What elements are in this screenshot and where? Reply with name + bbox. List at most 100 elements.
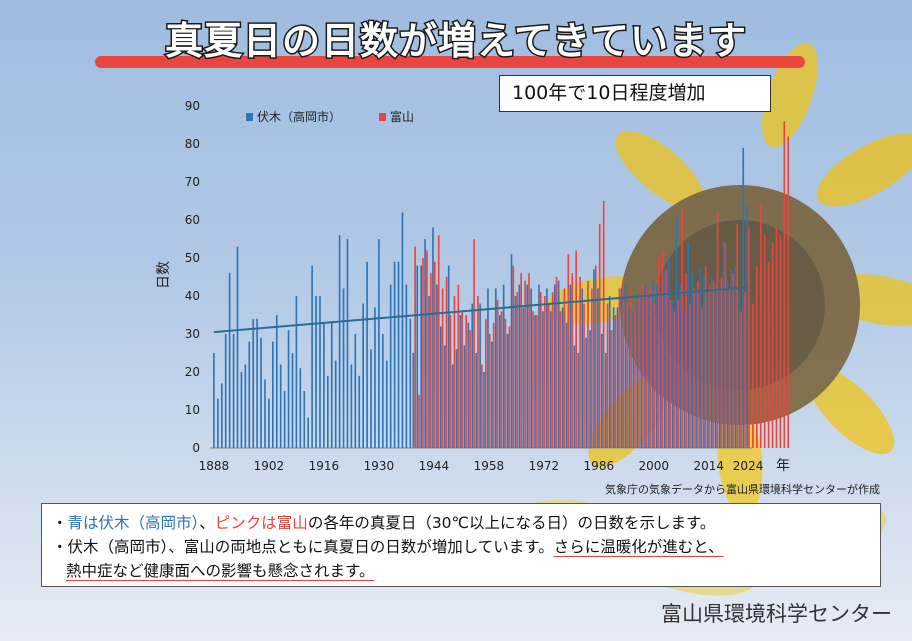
bar-fushiki <box>616 307 619 448</box>
legend-swatch <box>246 113 253 121</box>
bar-fushiki <box>366 261 368 448</box>
bar-fushiki <box>467 322 470 448</box>
x-axis-label: 年 <box>776 458 790 474</box>
bar-toyama <box>500 311 503 448</box>
bar-fushiki <box>299 368 302 448</box>
bar-fushiki <box>248 341 251 448</box>
bar-fushiki <box>291 353 294 448</box>
x-axis: 1888 1902 1916 1930 1944 1958 1972 1986 2000 2014… <box>199 459 764 473</box>
bar-fushiki <box>652 280 654 448</box>
bar-toyama <box>779 235 782 448</box>
note-text: の各年の真夏日（30℃以上になる日）の日数を示します。 <box>307 514 716 532</box>
bar-fushiki <box>268 398 270 448</box>
note-pink-legend: ピンクは富山 <box>214 514 308 532</box>
bar-fushiki <box>549 311 552 448</box>
y-tick-label: 70 <box>185 175 200 189</box>
bar-fushiki <box>224 334 227 448</box>
bar-toyama <box>575 250 577 448</box>
x-tick-label: 1902 <box>254 459 285 473</box>
bar-fushiki <box>585 337 587 448</box>
bar-toyama <box>473 239 475 448</box>
note-warning: さらに温暖化が進むと、 <box>553 538 724 556</box>
bar-toyama <box>602 201 605 448</box>
bar-toyama <box>712 280 715 448</box>
bar-toyama <box>532 311 534 448</box>
y-tick-label: 10 <box>185 403 200 417</box>
bar-fushiki <box>283 391 286 448</box>
bar-toyama <box>716 212 719 448</box>
bar-fushiki <box>378 239 380 448</box>
bar-toyama <box>571 273 574 448</box>
x-tick-label: 2024 <box>733 459 764 473</box>
bar-toyama <box>433 261 436 448</box>
y-tick-label: 40 <box>185 289 200 303</box>
bar-toyama <box>665 269 668 448</box>
bar-fushiki <box>498 315 501 448</box>
bar-fushiki <box>436 284 438 448</box>
bar-toyama <box>693 288 695 448</box>
bar-fushiki <box>256 318 258 448</box>
note-separator: 、 <box>199 514 215 532</box>
bar-toyama <box>763 235 766 448</box>
bar-fushiki <box>213 353 215 448</box>
bar-toyama <box>587 280 589 448</box>
bar-toyama <box>630 288 632 448</box>
bar-fushiki <box>346 239 349 448</box>
bar-toyama <box>516 292 519 448</box>
bar-fushiki <box>236 246 239 448</box>
bar-fushiki <box>667 258 670 448</box>
x-tick-label: 2014 <box>694 459 725 473</box>
bar-toyama <box>559 311 562 448</box>
bar-fushiki <box>217 398 219 448</box>
bar-fushiki <box>703 277 705 448</box>
bar-toyama <box>547 303 550 448</box>
bar-fushiki <box>401 212 404 448</box>
bar-fushiki <box>483 372 485 448</box>
bar-fushiki <box>506 334 509 448</box>
bar-toyama <box>492 322 495 448</box>
y-tick-label: 90 <box>185 99 200 113</box>
x-tick-label: 1958 <box>474 459 505 473</box>
bar-toyama <box>563 288 566 448</box>
bar-toyama <box>759 204 762 448</box>
bar-toyama <box>524 280 526 448</box>
bar-fushiki <box>722 242 725 448</box>
bar-toyama <box>465 315 468 448</box>
bar-fushiki <box>443 345 446 448</box>
bar-toyama <box>441 288 444 448</box>
bar-fushiki <box>687 242 690 448</box>
bar-fushiki <box>487 288 489 448</box>
bar-toyama <box>736 223 739 448</box>
bullet: ・ <box>52 514 68 532</box>
legend-swatch <box>379 113 386 121</box>
bar-fushiki <box>362 303 364 448</box>
x-tick-label: 1986 <box>584 459 615 473</box>
bar-fushiki <box>573 345 576 448</box>
note-warning: 熱中症など健康面への影響も懸念されます。 <box>66 562 375 580</box>
bar-toyama <box>681 208 684 448</box>
bar-fushiki <box>710 277 713 448</box>
bar-toyama <box>469 330 471 448</box>
bar-fushiki <box>447 265 450 448</box>
bar-fushiki <box>726 280 729 448</box>
bar-toyama <box>536 315 538 448</box>
bar-toyama <box>708 284 711 448</box>
bar-toyama <box>649 288 652 448</box>
x-tick-label: 1930 <box>364 459 395 473</box>
note-line-2: ・伏木（高岡市）、富山の両地点ともに真夏日の日数が増加しています。さらに温暖化が… <box>52 535 870 559</box>
bar-toyama <box>445 277 448 448</box>
bar-toyama <box>430 273 432 448</box>
bar-toyama <box>606 303 609 448</box>
bar-fushiki <box>240 372 243 448</box>
bar-toyama <box>701 307 703 448</box>
bar-fushiki <box>742 147 745 449</box>
x-tick-label: 1944 <box>419 459 450 473</box>
bar-toyama <box>496 299 499 448</box>
x-tick-label: 1888 <box>199 459 230 473</box>
x-tick-label: 1916 <box>309 459 340 473</box>
bar-toyama <box>567 254 570 448</box>
bar-toyama <box>638 296 640 448</box>
bar-toyama <box>488 334 491 448</box>
bar-toyama <box>704 265 707 448</box>
